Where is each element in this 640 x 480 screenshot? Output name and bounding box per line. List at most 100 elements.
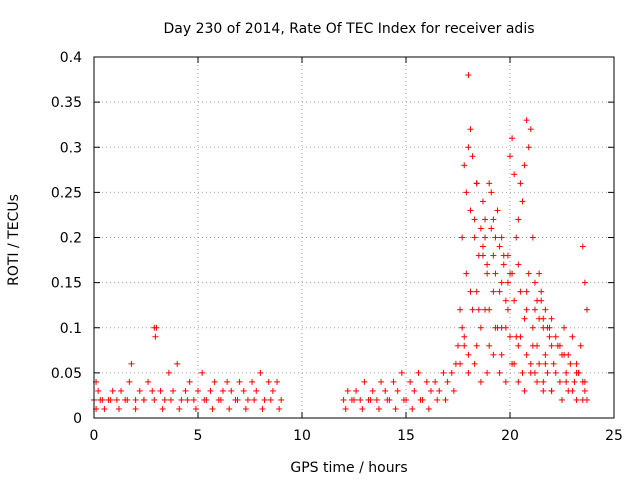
y-tick-label: 0 — [73, 411, 82, 427]
data-point — [415, 369, 422, 376]
x-axis-label: GPS time / hours — [290, 460, 407, 476]
y-tick-label: 0.4 — [60, 50, 82, 66]
data-point — [259, 405, 266, 412]
data-point — [536, 270, 543, 277]
data-point — [515, 378, 522, 385]
data-point — [569, 333, 576, 340]
data-point — [498, 234, 505, 241]
data-point — [490, 351, 497, 358]
data-point — [521, 162, 528, 169]
data-point — [525, 270, 532, 277]
data-point — [519, 369, 526, 376]
data-point — [394, 387, 401, 394]
data-point — [465, 144, 472, 151]
data-point — [581, 387, 588, 394]
data-point — [507, 270, 513, 277]
data-point — [563, 369, 570, 376]
y-tick-label: 0.25 — [51, 185, 82, 201]
data-point — [465, 369, 472, 376]
data-point — [192, 405, 199, 412]
data-point — [513, 234, 520, 241]
data-point — [382, 387, 389, 394]
data-point — [359, 405, 366, 412]
data-point — [523, 351, 530, 358]
data-point — [201, 396, 208, 403]
data-point — [561, 324, 568, 331]
data-point — [432, 378, 439, 385]
data-point — [523, 117, 530, 124]
data-point — [244, 396, 251, 403]
data-point — [581, 378, 588, 385]
data-point — [507, 333, 513, 340]
data-point — [486, 306, 493, 313]
data-point — [479, 243, 486, 250]
data-point — [477, 378, 484, 385]
data-point — [484, 369, 491, 376]
data-point — [527, 360, 534, 367]
data-point — [101, 405, 108, 412]
data-point — [496, 243, 503, 250]
data-point — [236, 378, 243, 385]
data-point — [542, 351, 549, 358]
data-point — [467, 288, 474, 295]
data-point — [251, 396, 258, 403]
data-point — [265, 378, 272, 385]
data-point — [509, 135, 516, 142]
data-point — [375, 405, 382, 412]
data-point — [159, 405, 166, 412]
data-point — [490, 288, 497, 295]
data-point — [527, 369, 534, 376]
data-point — [409, 405, 416, 412]
data-point — [471, 234, 478, 241]
data-point — [167, 396, 174, 403]
data-point — [515, 216, 522, 223]
y-tick-label: 0.15 — [51, 276, 82, 292]
data-point — [153, 324, 160, 331]
data-point — [182, 387, 189, 394]
data-point — [242, 405, 249, 412]
data-point — [400, 396, 407, 403]
data-point — [442, 396, 449, 403]
data-point — [486, 342, 493, 349]
data-point — [509, 360, 516, 367]
data-point — [552, 333, 559, 340]
y-axis-tick-labels: 0 0.05 0.1 0.15 0.2 0.25 0.3 0.35 0.4 — [51, 50, 82, 427]
data-point — [126, 378, 133, 385]
data-point — [540, 378, 547, 385]
data-point — [538, 288, 545, 295]
data-point — [95, 387, 102, 394]
y-tick-label: 0.35 — [51, 95, 82, 111]
data-point — [521, 315, 528, 322]
data-point — [378, 378, 385, 385]
data-point — [373, 396, 380, 403]
data-point — [224, 378, 231, 385]
data-point — [490, 216, 497, 223]
data-point — [390, 378, 397, 385]
data-point — [484, 270, 491, 277]
data-point — [492, 270, 499, 277]
data-point — [471, 216, 478, 223]
data-point — [525, 144, 532, 151]
data-point — [436, 387, 443, 394]
y-tick-label: 0.05 — [51, 366, 82, 382]
data-point — [544, 369, 551, 376]
data-point — [342, 405, 349, 412]
axis-ticks — [93, 56, 615, 419]
data-point — [507, 153, 513, 160]
data-point — [517, 333, 524, 340]
data-point — [184, 396, 191, 403]
data-point — [542, 360, 549, 367]
data-point — [473, 180, 480, 187]
data-point — [151, 396, 158, 403]
data-point — [573, 369, 580, 376]
data-point — [174, 360, 181, 367]
data-point — [461, 333, 468, 340]
data-point — [351, 396, 357, 403]
data-point — [548, 315, 555, 322]
x-tick-label: 0 — [90, 428, 99, 444]
data-point — [519, 198, 526, 205]
data-point — [425, 405, 432, 412]
data-point — [542, 306, 549, 313]
data-point — [459, 324, 466, 331]
